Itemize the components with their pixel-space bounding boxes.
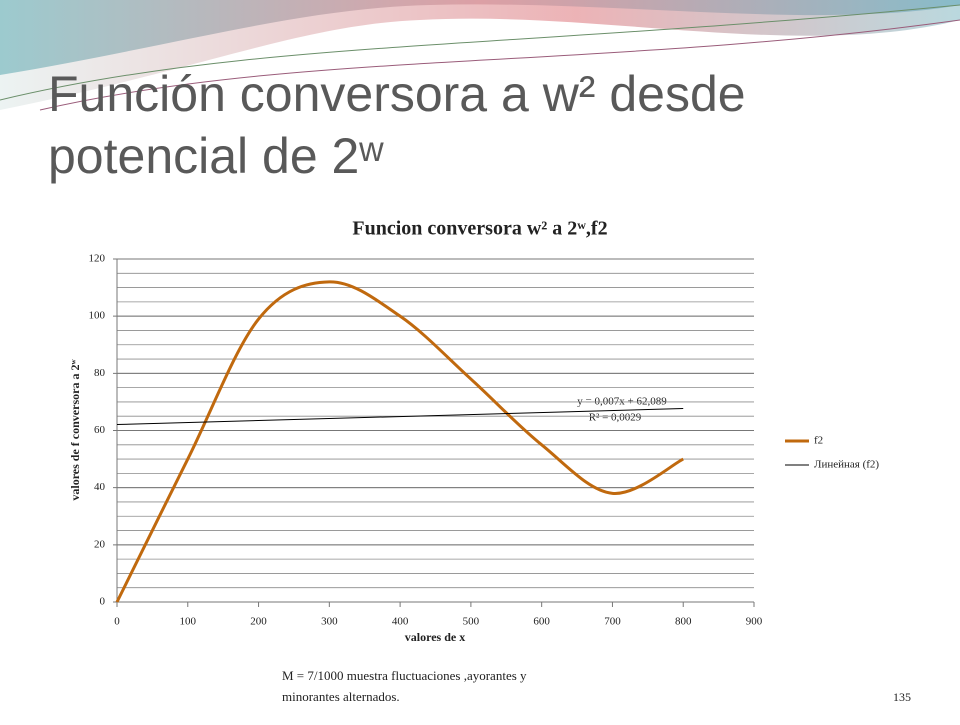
legend-label: f2 [814, 435, 823, 447]
x-tick-label: 300 [321, 616, 338, 628]
chart-title: Funcion conversora w² a 2ʷ,f2 [352, 218, 607, 240]
trend-r2: R² = 0,0029 [589, 412, 642, 424]
x-tick-label: 500 [463, 616, 480, 628]
x-tick-label: 200 [250, 616, 267, 628]
x-tick-label: 800 [675, 616, 692, 628]
y-tick-label: 40 [94, 481, 106, 493]
footer-note: M = 7/1000 muestra fluctuaciones ,ayoran… [282, 668, 530, 704]
y-axis-label: valores de f conversora a 2ʷ [68, 359, 82, 501]
x-tick-label: 400 [392, 616, 409, 628]
y-tick-label: 20 [94, 538, 106, 550]
x-tick-label: 600 [533, 616, 550, 628]
x-tick-label: 0 [114, 616, 120, 628]
decor-wave [0, 0, 960, 75]
x-tick-label: 700 [604, 616, 621, 628]
series-line [115, 280, 684, 603]
series-line [116, 408, 684, 426]
x-tick-label: 900 [746, 616, 763, 628]
y-tick-label: 100 [89, 310, 106, 322]
y-tick-label: 0 [100, 596, 106, 608]
x-axis-label: valores de x [405, 630, 465, 644]
legend-label: Линейная (f2) [814, 459, 879, 471]
x-tick-label: 100 [180, 616, 197, 628]
y-tick-label: 60 [94, 424, 106, 436]
decor-line [39, 19, 960, 111]
y-tick-label: 120 [89, 253, 106, 265]
y-tick-label: 80 [94, 367, 106, 379]
slide-title: Función conversora a w² desde potencial d… [48, 66, 746, 184]
page-number: 135 [893, 690, 911, 704]
decor-line [0, 4, 960, 101]
